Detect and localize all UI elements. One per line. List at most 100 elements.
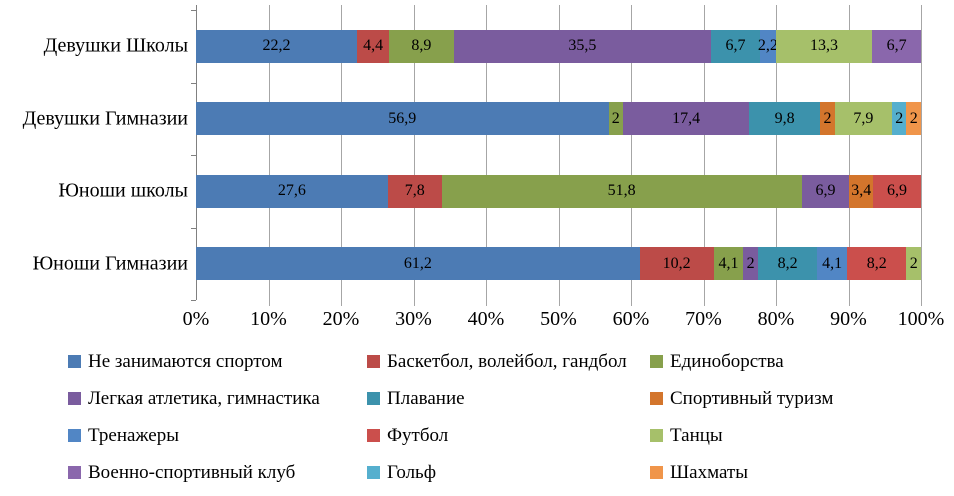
bar-segment: 2,2 xyxy=(757,29,778,63)
legend-label: Единоборства xyxy=(670,350,784,372)
bar-segment: 7,9 xyxy=(834,102,892,136)
bar-segment: 8,2 xyxy=(847,247,907,281)
bar-segment-label: 27,6 xyxy=(277,182,306,200)
bar-segment: 13,3 xyxy=(775,29,873,63)
legend-item: Спортивный туризм xyxy=(650,387,950,410)
bar-row: 22,2 4,4 8,9 35,5 6,7 2,2 13,3 6,7 xyxy=(196,29,921,63)
category-label: Девушки Гимназии xyxy=(22,107,188,130)
legend-item: Плавание xyxy=(367,387,650,410)
bar-segment: 7,8 xyxy=(387,174,442,208)
legend-item: Единоборства xyxy=(650,350,950,373)
bar-segment: 8,9 xyxy=(389,29,454,63)
bar-segment-label: 6,7 xyxy=(725,37,746,55)
legend-label: Гольф xyxy=(387,461,437,483)
legend-swatch xyxy=(68,355,81,368)
bar-segment-label: 4,1 xyxy=(718,254,739,272)
bar-segment: 6,7 xyxy=(711,29,760,63)
bar-row: 56,9 2 17,4 9,8 2 7,9 2 2 xyxy=(196,102,921,136)
bar-segment: 2 xyxy=(820,102,835,136)
legend-swatch xyxy=(367,392,380,405)
bar-segment: 2 xyxy=(608,102,624,136)
legend-item: Танцы xyxy=(650,424,950,447)
bar-segment: 6,9 xyxy=(801,174,850,208)
bar-segment-label: 22,2 xyxy=(262,37,291,55)
bar-segment: 10,2 xyxy=(639,247,714,281)
bar-row: 61,2 10,2 4,1 2 8,2 4,1 8,2 2 xyxy=(196,247,921,281)
gridline xyxy=(921,5,922,306)
legend-item: Не занимаются спортом xyxy=(68,350,367,373)
value-axis-tick-label: 40% xyxy=(467,308,505,330)
legend-swatch xyxy=(650,466,663,479)
legend-swatch xyxy=(367,429,380,442)
axis-tick xyxy=(191,10,196,11)
bar-segment-label: 6,9 xyxy=(815,182,836,200)
bar-segment-label: 35,5 xyxy=(568,37,597,55)
bar-segment: 2 xyxy=(743,247,758,281)
bar-segment: 8,2 xyxy=(757,247,818,281)
gridline xyxy=(268,5,270,306)
bar-segment: 22,2 xyxy=(196,29,358,63)
gridline xyxy=(776,5,777,306)
value-axis-tick-label: 100% xyxy=(897,308,945,330)
value-axis-tick-label: 90% xyxy=(830,308,867,330)
axis-tick xyxy=(191,82,196,84)
bar-segment: 2 xyxy=(891,102,907,136)
value-axis-tick-label: 70% xyxy=(685,308,722,330)
bar-segment: 4,4 xyxy=(357,29,390,63)
gridline xyxy=(848,5,850,306)
axis-tick xyxy=(191,227,196,229)
bar-segment-label: 7,9 xyxy=(853,109,874,127)
category-axis-line xyxy=(196,5,197,300)
bar-segment: 6,7 xyxy=(872,29,921,63)
plot-area: 22,2 4,4 8,9 35,5 6,7 2,2 13,3 6,7 56,9 2 17,4 9,8 2… xyxy=(191,5,922,306)
value-axis-tick-label: 20% xyxy=(322,308,360,330)
bar-segment: 17,4 xyxy=(623,102,750,136)
category-label: Юноши Гимназии xyxy=(32,252,188,275)
value-axis-tick-label: 60% xyxy=(612,308,650,330)
legend-label: Не занимаются спортом xyxy=(88,350,283,372)
bar-segment: 61,2 xyxy=(196,247,640,281)
bar-segment: 6,9 xyxy=(873,174,921,208)
legend-item: Баскетбол, волейбол, гандбол xyxy=(367,350,650,373)
bar-segment: 3,4 xyxy=(849,174,874,208)
gridline xyxy=(631,5,632,306)
gridline xyxy=(413,5,415,306)
bar-segment-label: 61,2 xyxy=(403,254,432,272)
bar-segment-label: 56,9 xyxy=(388,109,417,127)
legend-swatch xyxy=(650,429,663,442)
bar-segment-label: 2,2 xyxy=(757,37,778,55)
gridline xyxy=(703,5,705,306)
bar-segment: 4,1 xyxy=(713,247,744,281)
value-axis-tick-label: 30% xyxy=(395,308,432,330)
legend-swatch xyxy=(367,355,380,368)
bar-segment: 56,9 xyxy=(196,102,609,136)
legend: Не занимаются спортом Баскетбол, волейбол… xyxy=(68,350,950,484)
bar-segment-label: 2 xyxy=(746,254,755,272)
legend-swatch xyxy=(68,392,81,405)
legend-label: Плавание xyxy=(387,387,465,409)
legend-label: Тренажеры xyxy=(88,424,179,446)
bar-segment: 51,8 xyxy=(441,174,802,208)
bar-segment-label: 4,1 xyxy=(822,254,843,272)
bar-segment-label: 2 xyxy=(909,109,918,127)
legend-item: Футбол xyxy=(367,424,650,447)
gridline xyxy=(558,5,560,306)
legend-label: Танцы xyxy=(670,424,723,446)
bar-segment-label: 7,8 xyxy=(404,182,425,200)
bar-segment-label: 2 xyxy=(895,109,904,127)
bar-segment-label: 6,9 xyxy=(887,182,907,200)
bar-row: 27,6 7,8 51,8 6,9 3,4 6,9 xyxy=(196,174,921,208)
legend-item: Шахматы xyxy=(650,461,950,484)
bar-segment-label: 9,8 xyxy=(774,109,795,127)
legend-swatch xyxy=(68,466,81,479)
category-label: Юноши школы xyxy=(58,179,188,202)
bar-segment: 35,5 xyxy=(453,29,712,63)
legend-label: Баскетбол, волейбол, гандбол xyxy=(387,350,627,372)
legend-swatch xyxy=(68,429,81,442)
bar-segment-label: 51,8 xyxy=(607,182,636,200)
bar-segment-label: 10,2 xyxy=(662,254,691,272)
legend-item: Военно-спортивный клуб xyxy=(68,461,367,484)
value-axis-tick-label: 10% xyxy=(250,308,287,330)
legend-swatch xyxy=(367,466,380,479)
